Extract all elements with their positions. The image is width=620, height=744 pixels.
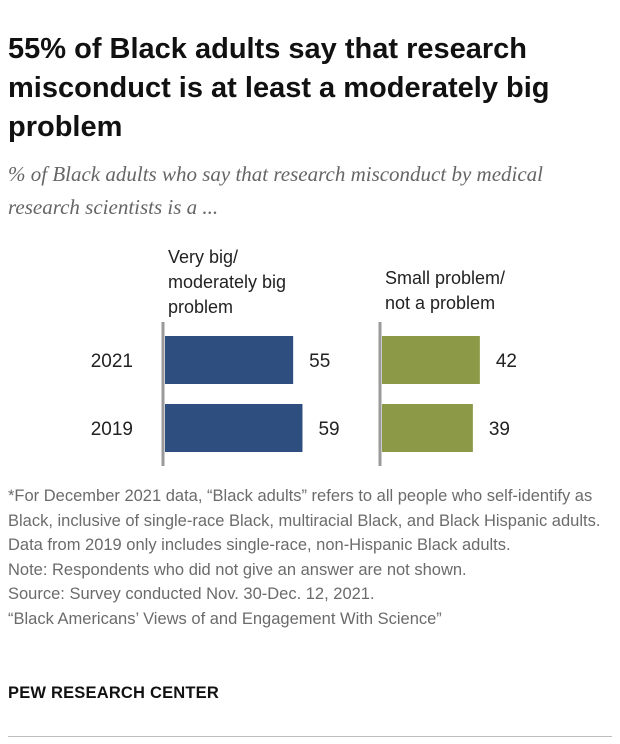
bar (382, 404, 473, 452)
series-header-line: problem (168, 297, 233, 317)
bar-value-label: 42 (496, 351, 517, 372)
bar-value-label: 55 (309, 351, 330, 372)
series-header-line: moderately big (168, 272, 286, 292)
bar-chart: Very big/moderately big problem Small prob… (91, 247, 517, 466)
brand-logo-text: PEW RESEARCH CENTER (8, 684, 219, 702)
category-label: 2019 (91, 419, 133, 440)
category-label: 2021 (91, 351, 133, 372)
series-header-line: Very big/ (168, 247, 238, 267)
bar (165, 336, 294, 384)
chart-notes: *For December 2021 data, “Black adults” … (8, 484, 616, 631)
bar-value-label: 39 (489, 419, 510, 440)
chart-subtitle: % of Black adults who say that research … (8, 162, 544, 219)
bottom-divider (8, 736, 612, 737)
note-text: Note: Respondents who did not give an an… (8, 560, 467, 579)
series-header-line: not a problem (385, 293, 495, 313)
bar-value-label: 59 (318, 419, 339, 440)
bar (165, 404, 303, 452)
chart-title: 55% of Black adults say that research mi… (8, 33, 550, 143)
bar (382, 336, 480, 384)
footnote: *For December 2021 data, “Black adults” … (8, 487, 601, 554)
report-title: “Black Americans’ Views of and Engagemen… (8, 609, 442, 628)
source-text: Source: Survey conducted Nov. 30-Dec. 12… (8, 585, 375, 603)
series-header-line: Small problem/ (385, 268, 505, 288)
